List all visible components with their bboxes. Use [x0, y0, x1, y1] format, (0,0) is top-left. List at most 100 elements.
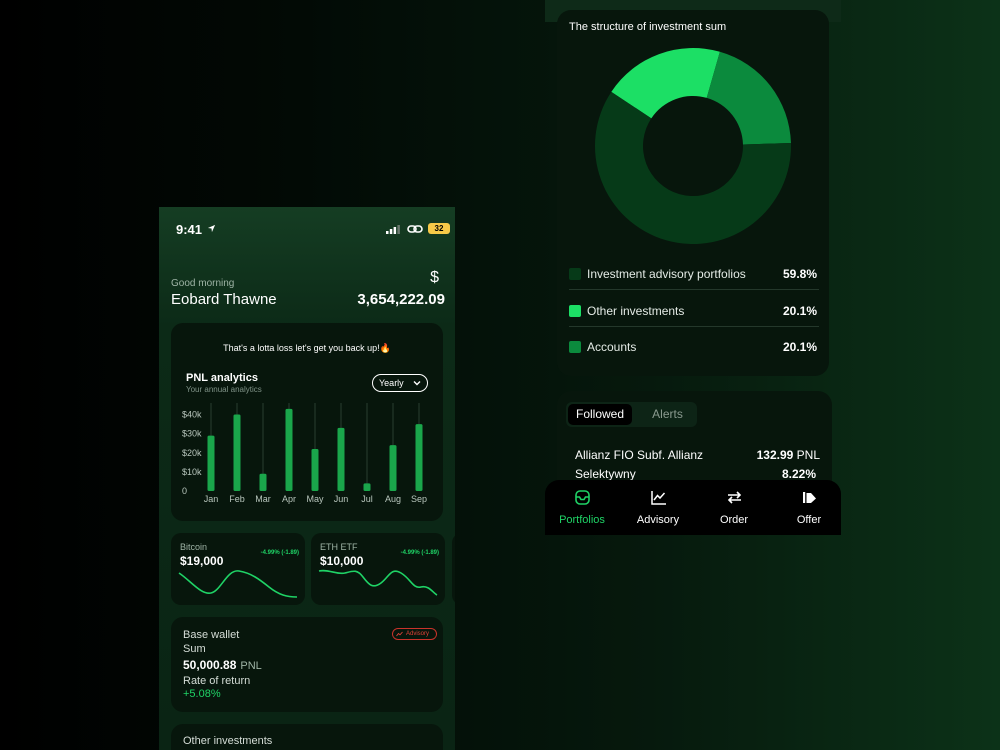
legend-label: Other investments — [587, 304, 685, 318]
y-tick-label: $10k — [182, 467, 202, 477]
x-tick-label: Jan — [204, 494, 219, 504]
legend-label: Accounts — [587, 340, 637, 354]
structure-title: The structure of investment sum — [569, 21, 727, 33]
x-tick-label: Jul — [361, 494, 373, 504]
nav-order[interactable]: Order — [697, 480, 771, 535]
x-tick-label: Jun — [334, 494, 349, 504]
bar-feb — [233, 414, 241, 491]
trend-up-icon — [396, 631, 403, 637]
advisory-badge-label: Advisory — [406, 631, 430, 637]
asset-label: Bitcoin — [180, 542, 208, 552]
fund-name[interactable]: Allianz FIO Subf. Allianz Selektywny — [575, 448, 704, 481]
bitcoin-card[interactable]: Bitcoin $19,000 -4.99% (-1.89) — [171, 533, 305, 605]
legend-label: Investment advisory portfolios — [587, 267, 746, 281]
donut-slice-0 — [595, 91, 791, 244]
x-tick-label: Mar — [255, 494, 271, 504]
bar-may — [311, 448, 319, 491]
asset-value: $10,000 — [320, 554, 364, 568]
other-investments-title: Other investments — [183, 735, 273, 747]
eth-etf-card[interactable]: ETH ETF $10,000 -4.99% (-1.89) — [311, 533, 445, 605]
legend-percent: 20.1% — [782, 340, 817, 354]
currency-symbol: $ — [430, 269, 439, 286]
advisory-badge: Advisory — [392, 628, 437, 640]
x-tick-label: May — [306, 494, 324, 504]
fund-value: 132.99 PNL — [757, 446, 820, 465]
legend-swatch — [569, 268, 581, 280]
hotspot-link-icon — [407, 225, 423, 233]
bar-mar — [259, 473, 267, 491]
asset-change: -4.99% (-1.89) — [400, 550, 439, 556]
wallet-sum-label: Sum — [183, 643, 206, 655]
bar-aug — [389, 445, 397, 491]
pnl-analytics-card: That's a lotta loss let's get you back u… — [171, 323, 443, 521]
battery-icon: 32 — [428, 223, 450, 234]
y-tick-label: $40k — [182, 410, 202, 420]
greeting-text: Good morning — [171, 278, 235, 289]
donut-slice-2 — [706, 51, 791, 145]
period-dropdown[interactable]: Yearly — [372, 374, 428, 392]
x-tick-label: Aug — [385, 494, 401, 504]
phone-screen-portfolio: 9:41 32 Good morning Eobard Thawne $ 3,6… — [159, 207, 455, 750]
asset-label: ETH ETF — [320, 542, 358, 552]
nav-label: Advisory — [636, 514, 680, 526]
legend-row: Accounts 20.1% — [569, 331, 819, 363]
base-wallet-card[interactable]: Base wallet Sum 50,000.88 PNL Rate of ret… — [171, 617, 443, 712]
x-tick-label: Feb — [229, 494, 245, 504]
asset-value: $19,000 — [180, 554, 224, 568]
investment-structure-card: The structure of investment sum Investme… — [557, 10, 829, 376]
location-arrow-icon — [207, 224, 216, 233]
chevron-down-icon — [413, 381, 421, 386]
eth-sparkline — [318, 569, 438, 596]
y-tick-label: 0 — [182, 486, 187, 496]
tab-alerts[interactable]: Alerts — [652, 407, 683, 421]
portfolio-icon — [575, 490, 590, 505]
legend-swatch — [569, 305, 581, 317]
x-tick-label: Sep — [411, 494, 427, 504]
nav-label: Offer — [796, 514, 822, 526]
user-name: Eobard Thawne — [171, 291, 277, 308]
legend-swatch — [569, 341, 581, 353]
bar-jul — [363, 483, 371, 491]
nav-label: Portfolios — [559, 514, 605, 526]
tab-followed[interactable]: Followed — [568, 404, 632, 425]
nav-offer[interactable]: Offer — [772, 480, 846, 535]
rate-of-return-value: +5.08% — [183, 688, 221, 700]
legend-percent: 59.8% — [782, 267, 817, 281]
chart-line-icon — [651, 491, 666, 505]
bar-jun — [337, 427, 345, 491]
legend-row: Investment advisory portfolios 59.8% — [569, 258, 819, 290]
investment-donut-chart — [595, 48, 791, 244]
wallet-unit: PNL — [240, 660, 262, 672]
x-tick-label: Apr — [282, 494, 296, 504]
nav-portfolios[interactable]: Portfolios — [545, 480, 619, 535]
fund-percent: 8.22% — [781, 467, 816, 481]
asset-change: -4.99% (-1.89) — [260, 550, 299, 556]
bar-apr — [285, 408, 293, 491]
bottom-navigation: Portfolios Advisory Order Offer — [545, 480, 841, 535]
next-asset-card-peek — [452, 533, 455, 605]
swap-arrows-icon — [727, 491, 742, 504]
bar-jan — [207, 435, 215, 491]
nav-label: Order — [719, 514, 749, 526]
wallet-sum-value: 50,000.88 PNL — [183, 658, 262, 672]
loss-message: That's a lotta loss let's get you back u… — [223, 343, 391, 353]
legend-row: Other investments 20.1% — [569, 295, 819, 327]
bar-sep — [415, 424, 423, 491]
legend-percent: 20.1% — [782, 304, 817, 318]
rate-of-return-label: Rate of return — [183, 675, 251, 687]
fund-unit: PNL — [796, 448, 820, 462]
offer-flag-icon — [803, 492, 816, 503]
pnl-bar-chart: 0 $10k $20k $30k $40k Jan Feb Mar Apr May Jun Jul Au… — [182, 403, 427, 504]
wallet-amount: 50,000.88 — [183, 658, 237, 672]
pnl-title: PNL analytics — [186, 372, 258, 384]
fund-amount: 132.99 — [756, 448, 794, 462]
status-time: 9:41 — [176, 222, 203, 237]
period-dropdown-label: Yearly — [379, 378, 404, 388]
y-tick-label: $30k — [182, 429, 202, 439]
nav-advisory[interactable]: Advisory — [621, 480, 695, 535]
followed-tabs: Followed Alerts — [566, 402, 697, 427]
donut-slice-1 — [611, 48, 720, 119]
wallet-title: Base wallet — [183, 629, 240, 641]
status-bar: 9:41 32 — [159, 207, 455, 251]
other-investments-card[interactable]: Other investments — [171, 724, 443, 750]
